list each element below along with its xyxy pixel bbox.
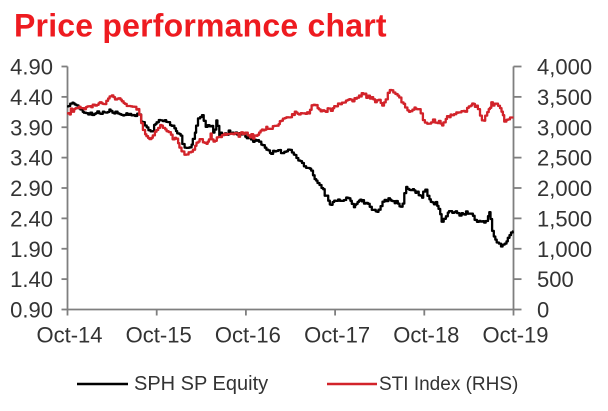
svg-text:500: 500 — [537, 267, 574, 292]
svg-text:1.40: 1.40 — [10, 267, 53, 292]
svg-text:3.40: 3.40 — [10, 146, 53, 171]
svg-text:1.90: 1.90 — [10, 237, 53, 262]
svg-text:3.90: 3.90 — [10, 115, 53, 140]
svg-text:Oct-14: Oct-14 — [36, 323, 102, 348]
svg-text:4,000: 4,000 — [537, 55, 592, 80]
svg-text:3,500: 3,500 — [537, 85, 592, 110]
svg-text:0.90: 0.90 — [10, 298, 53, 323]
svg-text:4.90: 4.90 — [10, 55, 53, 80]
svg-text:2.40: 2.40 — [10, 206, 53, 231]
svg-text:Price performance chart: Price performance chart — [14, 8, 387, 44]
svg-text:1,000: 1,000 — [537, 237, 592, 262]
svg-text:Oct-15: Oct-15 — [126, 323, 192, 348]
svg-text:2,000: 2,000 — [537, 176, 592, 201]
svg-text:SPH SP Equity: SPH SP Equity — [134, 373, 268, 395]
svg-text:4.40: 4.40 — [10, 85, 53, 110]
svg-text:Oct-17: Oct-17 — [304, 323, 370, 348]
svg-text:STI Index (RHS): STI Index (RHS) — [379, 374, 518, 395]
svg-text:Oct-16: Oct-16 — [215, 323, 281, 348]
svg-text:Oct-18: Oct-18 — [393, 323, 459, 348]
svg-text:Oct-19: Oct-19 — [482, 323, 548, 348]
svg-text:2.90: 2.90 — [10, 176, 53, 201]
svg-text:3,000: 3,000 — [537, 115, 592, 140]
svg-text:0: 0 — [537, 298, 549, 323]
svg-text:1,500: 1,500 — [537, 206, 592, 231]
svg-text:2,500: 2,500 — [537, 146, 592, 171]
